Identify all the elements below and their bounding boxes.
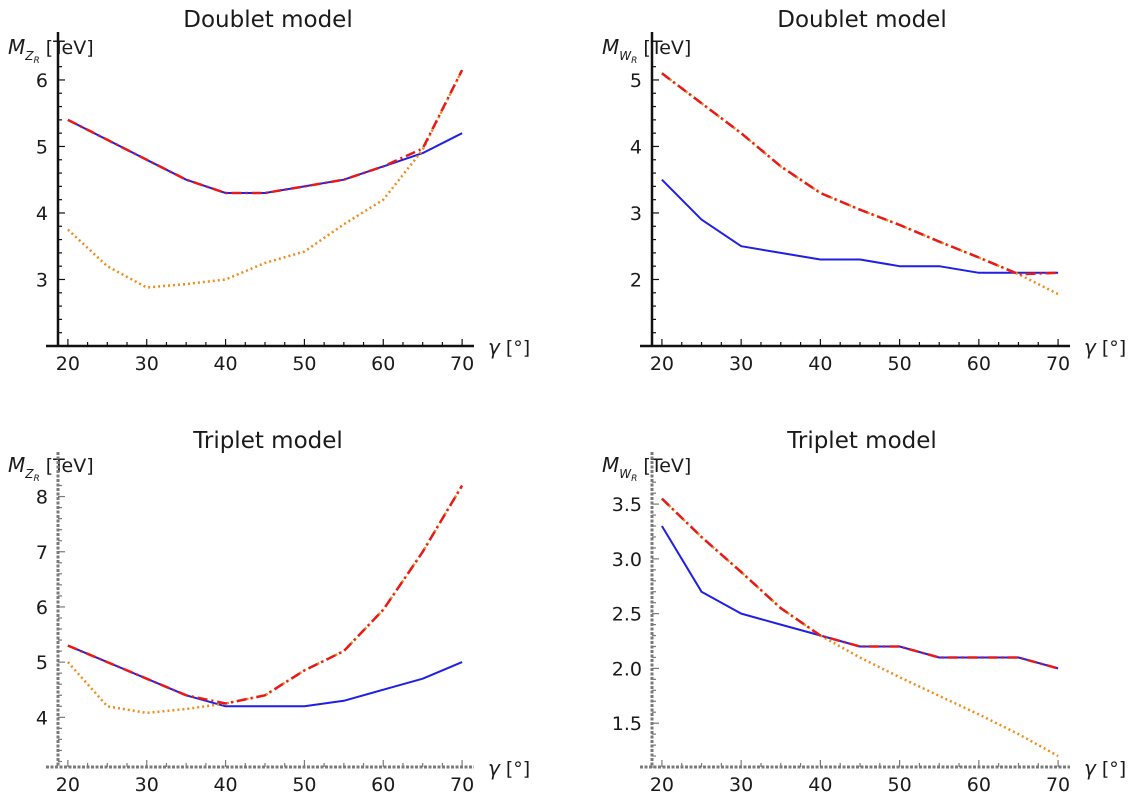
series-line-red-dashdot bbox=[67, 69, 464, 195]
y-tick-label: 5 bbox=[36, 136, 48, 158]
x-tick-label: 40 bbox=[808, 353, 832, 375]
y-tick-label: 5 bbox=[630, 70, 642, 92]
x-tick-label: 70 bbox=[450, 774, 474, 794]
y-tick-label: 3 bbox=[36, 269, 48, 291]
chart-title: Triplet model bbox=[786, 428, 937, 454]
series-line-orange-dotted bbox=[661, 497, 1059, 758]
y-tick-label: 2.0 bbox=[612, 658, 642, 680]
series-line-blue-solid bbox=[661, 525, 1059, 670]
series-line-orange-dotted bbox=[66, 484, 464, 715]
x-tick-label: 20 bbox=[650, 353, 674, 375]
x-tick-label: 20 bbox=[56, 774, 80, 794]
x-tick-label: 30 bbox=[135, 774, 159, 794]
y-tick-label: 6 bbox=[36, 597, 48, 619]
y-tick-label: 4 bbox=[36, 707, 48, 729]
x-tick-label: 30 bbox=[135, 353, 159, 375]
panel-doublet-mzr: Doublet model MZR[TeV] γ [°] 20 30 40 50 60 70 3 4 5… bbox=[8, 7, 530, 375]
chart-title: Triplet model bbox=[192, 428, 343, 454]
x-tick-label: 50 bbox=[888, 774, 912, 794]
series-line-blue-solid bbox=[67, 644, 463, 708]
x-tick-label: 70 bbox=[450, 353, 474, 375]
x-axis-label: γ [°] bbox=[1084, 335, 1126, 359]
y-tick-label: 3.0 bbox=[612, 549, 642, 571]
y-tick-label: 5 bbox=[36, 652, 48, 674]
panel-doublet-mwr: Doublet model MWR[TeV] γ [°] 20 30 40 50 60 70 2 3 4… bbox=[602, 7, 1126, 375]
x-tick-label: 60 bbox=[371, 353, 395, 375]
x-tick-label: 50 bbox=[292, 353, 316, 375]
y-tick-label: 3.5 bbox=[612, 494, 642, 516]
chart-title: Doublet model bbox=[183, 7, 352, 33]
x-tick-label: 70 bbox=[1046, 774, 1070, 794]
x-tick-label: 20 bbox=[56, 353, 80, 375]
y-axis-label: MWR[TeV] bbox=[602, 35, 691, 66]
y-tick-label: 8 bbox=[36, 487, 48, 509]
x-tick-label: 40 bbox=[213, 774, 237, 794]
y-tick-label: 2 bbox=[630, 269, 642, 291]
x-tick-label: 20 bbox=[650, 774, 674, 794]
x-axis-label: γ [°] bbox=[488, 335, 530, 359]
y-tick-label: 4 bbox=[630, 136, 642, 158]
chart-title: Doublet model bbox=[777, 7, 946, 33]
x-tick-label: 60 bbox=[967, 353, 991, 375]
series-line-red-dashdot bbox=[661, 72, 1059, 276]
x-axis-label: γ [°] bbox=[488, 756, 530, 780]
x-tick-label: 60 bbox=[967, 774, 991, 794]
y-tick-label: 2.5 bbox=[612, 604, 642, 626]
x-tick-label: 40 bbox=[213, 353, 237, 375]
series-line-blue-solid bbox=[67, 119, 463, 194]
y-axis-label: MZR[TeV] bbox=[8, 35, 94, 66]
y-tick-label: 3 bbox=[630, 203, 642, 225]
x-tick-label: 40 bbox=[808, 774, 832, 794]
x-tick-label: 50 bbox=[292, 774, 316, 794]
y-axis-label: MWR[TeV] bbox=[602, 453, 691, 484]
x-axis-label: γ [°] bbox=[1084, 756, 1126, 780]
x-tick-label: 30 bbox=[729, 774, 753, 794]
x-tick-label: 60 bbox=[371, 774, 395, 794]
panel-triplet-mwr: Triplet model MWR[TeV] γ [°] 20 30 40 50 60 70 1.5… bbox=[602, 428, 1126, 794]
panel-triplet-mzr: Triplet model MZR[TeV] γ [°] 20 30 40 50 60 70 4 5 6… bbox=[8, 428, 530, 794]
y-axis-label: MZR[TeV] bbox=[8, 453, 94, 484]
y-tick-label: 7 bbox=[36, 542, 48, 564]
series-line-red-dashdot bbox=[661, 497, 1059, 670]
x-tick-label: 50 bbox=[888, 353, 912, 375]
x-tick-label: 70 bbox=[1046, 353, 1070, 375]
series-line-blue-solid bbox=[661, 178, 1059, 274]
x-tick-label: 30 bbox=[729, 353, 753, 375]
y-tick-label: 4 bbox=[36, 203, 48, 225]
y-tick-label: 1.5 bbox=[612, 713, 642, 735]
series-line-orange-dotted bbox=[661, 72, 1059, 296]
series-line-red-dashdot bbox=[67, 484, 464, 705]
series-line-orange-dotted bbox=[67, 69, 464, 289]
y-tick-label: 6 bbox=[36, 70, 48, 92]
